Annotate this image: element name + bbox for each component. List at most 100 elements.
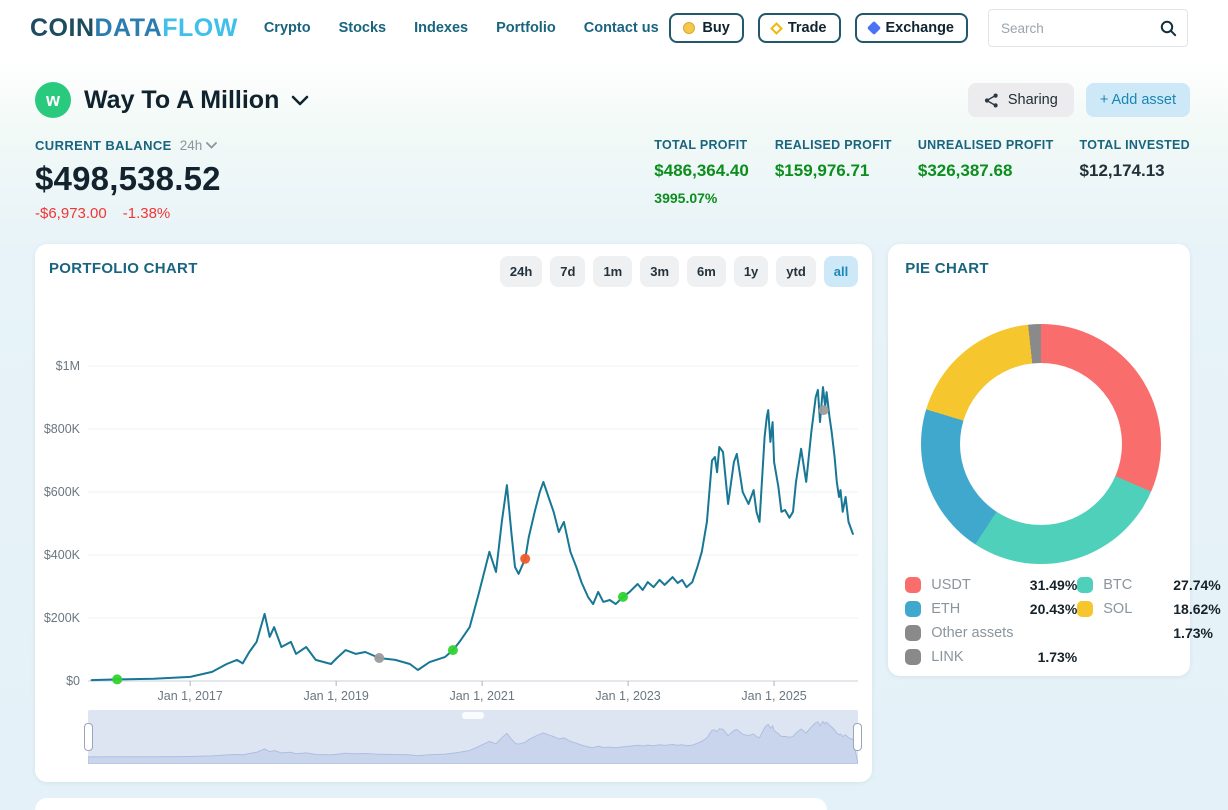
range-ytd[interactable]: ytd: [776, 256, 816, 287]
sharing-button-label: Sharing: [1007, 92, 1058, 108]
buy-button-label: Buy: [702, 20, 730, 36]
legend-row: ETH 20.43% SOL 18.62%: [905, 601, 1221, 617]
chevron-down-icon: [291, 95, 309, 106]
chevron-down-icon: [206, 142, 218, 149]
legend-pct: 1.73%: [1173, 625, 1213, 641]
allocation-donut-chart[interactable]: [921, 324, 1162, 564]
range-3m[interactable]: 3m: [640, 256, 680, 287]
svg-text:Jan 1, 2025: Jan 1, 2025: [741, 689, 806, 703]
legend-pct: 27.74%: [1173, 577, 1221, 593]
stat-sub-value: 3995.07%: [654, 190, 718, 206]
balance-change-abs: -$6,973.00: [35, 205, 107, 222]
search-icon[interactable]: [1160, 20, 1177, 37]
navigator-mini-chart: [88, 720, 858, 764]
stat-total-invested: TOTAL INVESTED $12,174.13: [1080, 138, 1190, 206]
svg-text:$600K: $600K: [44, 485, 81, 499]
legend-name: Other assets: [931, 625, 1014, 641]
range-6m[interactable]: 6m: [687, 256, 726, 287]
donut-hole: [960, 363, 1123, 525]
range-1y[interactable]: 1y: [733, 256, 769, 287]
portfolio-chart-title: PORTFOLIO CHART: [49, 260, 198, 277]
legend-item-link: LINK: [905, 649, 1017, 665]
btc-swatch: [1077, 577, 1094, 593]
svg-text:$400K: $400K: [44, 548, 81, 562]
sol-swatch: [1077, 601, 1094, 617]
legend-name: LINK: [931, 649, 964, 665]
balance-change-pct: -1.38%: [122, 205, 171, 222]
logo-part-flow: FLOW: [162, 13, 238, 42]
coin-icon: [683, 22, 696, 34]
search-input[interactable]: [1001, 20, 1160, 36]
stat-value: $326,387.68: [917, 161, 1013, 180]
logo-part-data: DATA: [94, 13, 163, 42]
main-nav: Crypto Stocks Indexes Portfolio Contact …: [264, 20, 659, 36]
legend-pct: 1.73%: [1037, 649, 1078, 665]
allocation-legend: USDT 31.49% BTC 27.74% ETH 20.43% SOL 18…: [905, 577, 1221, 665]
portfolio-chart-card: PORTFOLIO CHART 24h 7d 1m 3m 6m 1y ytd a…: [35, 244, 873, 782]
current-balance-block: CURRENT BALANCE 24h $498,538.52 -$6,973.…: [35, 138, 221, 222]
gem-icon: [866, 20, 881, 36]
other-assets-swatch: [905, 625, 922, 641]
profit-stats: TOTAL PROFIT $486,364.40 3995.07% REALIS…: [654, 138, 1190, 206]
legend-name: BTC: [1103, 577, 1133, 593]
current-balance-label: CURRENT BALANCE: [35, 138, 172, 153]
nav-contact-us[interactable]: Contact us: [583, 20, 659, 36]
nav-indexes[interactable]: Indexes: [414, 20, 469, 36]
stat-label: TOTAL PROFIT: [654, 138, 748, 152]
next-section-card-edge: [35, 798, 827, 810]
binance-diamond-icon: [769, 21, 783, 35]
stat-total-profit: TOTAL PROFIT $486,364.40 3995.07%: [654, 138, 749, 206]
legend-pct: 18.62%: [1173, 601, 1221, 617]
logo[interactable]: COINDATAFLOW: [30, 14, 238, 43]
legend-name: ETH: [931, 601, 961, 617]
portfolio-selector[interactable]: w Way To A Million: [35, 82, 309, 118]
nav-portfolio[interactable]: Portfolio: [496, 20, 556, 36]
stat-realised-profit: REALISED PROFIT $159,976.71: [775, 138, 892, 206]
buy-button[interactable]: Buy: [669, 13, 744, 43]
exchange-button-label: Exchange: [885, 20, 955, 36]
navigator-right-handle[interactable]: [853, 723, 862, 751]
trade-button-label: Trade: [787, 20, 827, 36]
share-icon: [984, 93, 998, 107]
navigator-grip-handle[interactable]: [462, 712, 484, 719]
range-1m[interactable]: 1m: [593, 256, 633, 287]
usdt-swatch: [905, 577, 922, 593]
add-asset-button[interactable]: + Add asset: [1085, 83, 1190, 117]
range-all[interactable]: all: [823, 256, 859, 287]
svg-text:Jan 1, 2023: Jan 1, 2023: [595, 689, 660, 703]
chart-navigator[interactable]: [84, 710, 862, 764]
pie-chart-title: PIE CHART: [905, 260, 989, 277]
pie-chart-card: PIE CHART USDT 31.49% BTC 27.74% ETH 20.…: [888, 244, 1221, 676]
portfolio-line-chart[interactable]: $0 $200K $400K $600K $800K $1M Jan 1, 2017 Jan …: [35, 339, 873, 707]
balance-value: $498,538.52: [35, 160, 221, 197]
legend-item-sol: SOL: [1077, 601, 1173, 617]
top-navbar: COINDATAFLOW Crypto Stocks Indexes Portf…: [0, 0, 1228, 56]
nav-crypto[interactable]: Crypto: [263, 20, 311, 36]
legend-pct: 20.43%: [1029, 601, 1078, 617]
stat-value: $12,174.13: [1079, 161, 1165, 180]
sharing-button[interactable]: Sharing: [967, 83, 1074, 117]
svg-text:Jan 1, 2017: Jan 1, 2017: [158, 689, 223, 703]
navigator-left-handle[interactable]: [84, 723, 93, 751]
legend-item-other: Other assets: [905, 625, 1173, 641]
stat-label: REALISED PROFIT: [774, 138, 892, 152]
stat-label: UNREALISED PROFIT: [917, 138, 1054, 152]
header-actions: Buy Trade Exchange: [669, 13, 968, 43]
trade-button[interactable]: Trade: [757, 13, 841, 43]
balance-period-dropdown[interactable]: 24h: [180, 138, 218, 153]
legend-row: USDT 31.49% BTC 27.74%: [905, 577, 1221, 593]
range-7d[interactable]: 7d: [550, 256, 586, 287]
legend-row: Other assets 1.73%: [905, 625, 1213, 641]
range-24h[interactable]: 24h: [499, 256, 543, 287]
exchange-button[interactable]: Exchange: [854, 13, 968, 43]
legend-name: SOL: [1103, 601, 1133, 617]
legend-name: USDT: [931, 577, 971, 593]
stat-label: TOTAL INVESTED: [1079, 138, 1190, 152]
svg-text:$0: $0: [66, 674, 80, 688]
portfolio-title: Way To A Million: [84, 85, 280, 114]
legend-item-usdt: USDT: [905, 577, 1017, 593]
nav-stocks[interactable]: Stocks: [338, 20, 387, 36]
legend-row: LINK 1.73%: [905, 649, 1173, 665]
range-selector: 24h 7d 1m 3m 6m 1y ytd all: [499, 256, 859, 287]
legend-item-btc: BTC: [1077, 577, 1173, 593]
